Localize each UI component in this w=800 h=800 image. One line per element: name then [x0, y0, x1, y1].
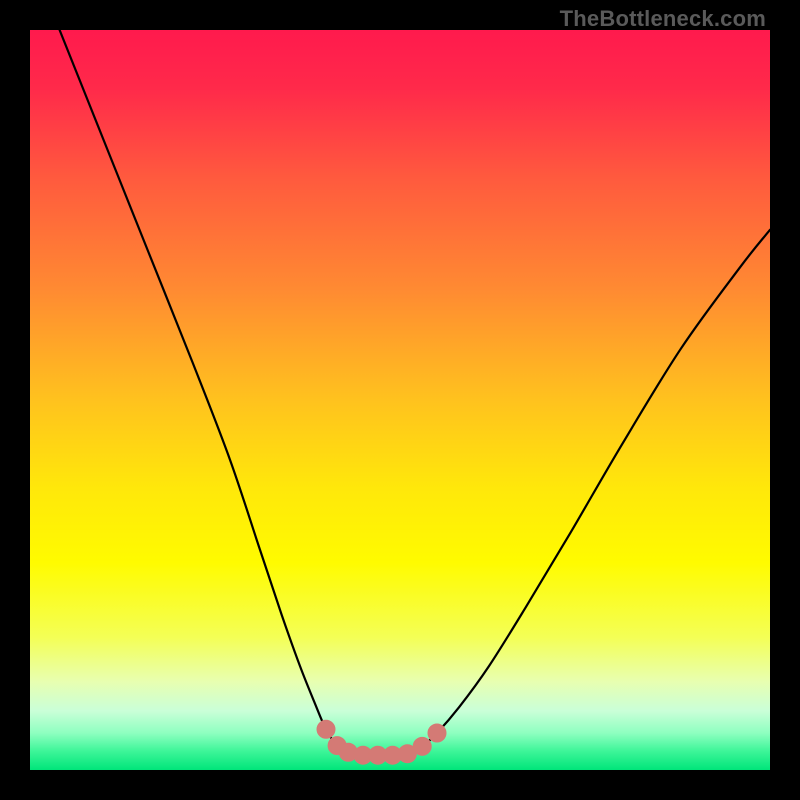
gradient-background: [30, 30, 770, 770]
marker-point: [428, 724, 446, 742]
chart-frame: TheBottleneck.com: [0, 0, 800, 800]
plot-area: [30, 30, 770, 770]
marker-point: [413, 737, 431, 755]
plot-svg: [30, 30, 770, 770]
marker-point: [317, 720, 335, 738]
watermark-text: TheBottleneck.com: [560, 6, 766, 32]
